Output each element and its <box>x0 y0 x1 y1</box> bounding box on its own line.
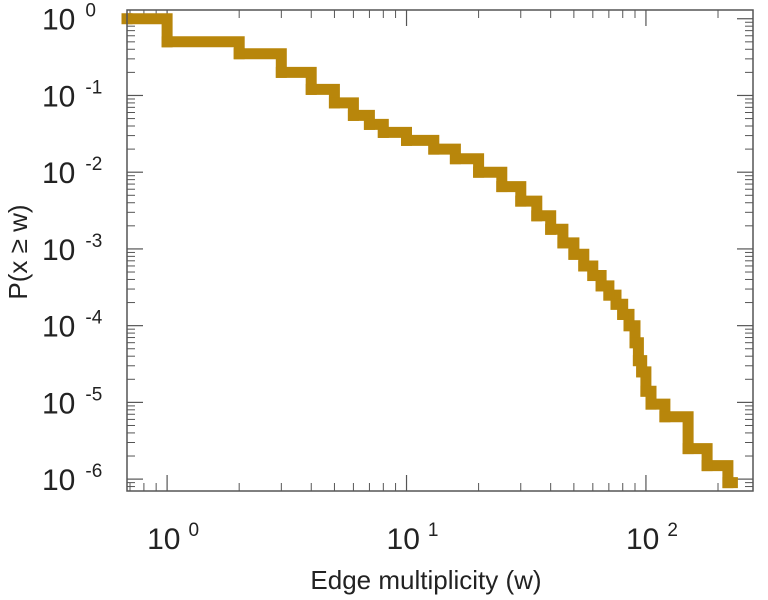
y-tick-label: 10 -3 <box>42 231 102 267</box>
data-point <box>347 109 359 121</box>
data-point <box>595 280 607 292</box>
data-point <box>496 181 508 193</box>
x-tick-label: 10 1 <box>387 520 439 556</box>
data-point <box>557 237 569 249</box>
data-point <box>161 36 173 48</box>
data-point <box>603 289 615 301</box>
data-point <box>363 118 375 130</box>
data-point <box>275 66 287 78</box>
y-axis-title: P(x ≥ w) <box>3 204 33 299</box>
y-tick-label: 10 -5 <box>42 384 102 420</box>
data-point <box>632 355 644 367</box>
data-point <box>568 248 580 260</box>
data-point <box>722 477 734 489</box>
data-point <box>531 210 543 222</box>
data-point <box>587 270 599 282</box>
x-tick-label: 10 0 <box>147 520 199 556</box>
x-tick-label: 10 2 <box>626 520 678 556</box>
data-point <box>377 126 389 138</box>
data-point <box>682 443 694 455</box>
data-point <box>645 398 657 410</box>
data-point <box>610 298 622 310</box>
x-tick-labels: 10 0 10 1 10 2 <box>147 520 678 556</box>
data-point <box>401 134 413 146</box>
data-point <box>629 337 641 349</box>
data-point <box>659 411 671 423</box>
data-point <box>545 223 557 235</box>
data-point <box>305 83 317 95</box>
data-point <box>515 195 527 207</box>
y-tick-label: 10 -2 <box>42 154 102 190</box>
y-tick-label: 10 0 <box>42 1 96 37</box>
y-tick-label: 10 -1 <box>42 77 102 113</box>
data-point <box>623 320 635 332</box>
data-point <box>233 48 245 60</box>
data-point <box>701 460 713 472</box>
data-point <box>473 166 485 178</box>
plot-frame <box>126 9 754 492</box>
x-axis-title: Edge multiplicity (w) <box>310 565 541 595</box>
data-point <box>617 308 629 320</box>
data-point <box>640 385 652 397</box>
data-point <box>328 97 340 109</box>
data-point <box>449 153 461 165</box>
data-point <box>578 260 590 272</box>
data-point <box>636 366 648 378</box>
data-point <box>428 143 440 155</box>
y-tick-label: 10 -6 <box>42 461 102 497</box>
y-tick-label: 10 -4 <box>42 308 103 344</box>
